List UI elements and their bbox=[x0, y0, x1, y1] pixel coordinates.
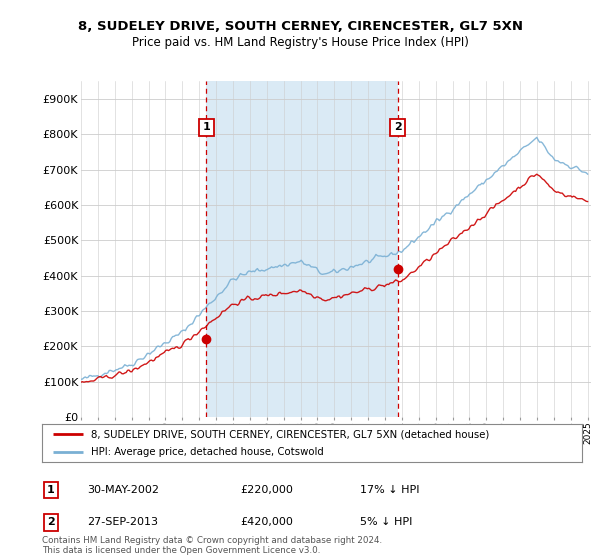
Text: 1: 1 bbox=[47, 485, 55, 495]
Text: Contains HM Land Registry data © Crown copyright and database right 2024.: Contains HM Land Registry data © Crown c… bbox=[42, 536, 382, 545]
Text: 30-MAY-2002: 30-MAY-2002 bbox=[87, 485, 159, 495]
Text: Price paid vs. HM Land Registry's House Price Index (HPI): Price paid vs. HM Land Registry's House … bbox=[131, 36, 469, 49]
Text: £220,000: £220,000 bbox=[240, 485, 293, 495]
Text: 2: 2 bbox=[394, 122, 401, 132]
Text: 27-SEP-2013: 27-SEP-2013 bbox=[87, 517, 158, 528]
Text: 17% ↓ HPI: 17% ↓ HPI bbox=[360, 485, 419, 495]
Text: 8, SUDELEY DRIVE, SOUTH CERNEY, CIRENCESTER, GL7 5XN (detached house): 8, SUDELEY DRIVE, SOUTH CERNEY, CIRENCES… bbox=[91, 429, 489, 439]
Text: 5% ↓ HPI: 5% ↓ HPI bbox=[360, 517, 412, 528]
Text: £420,000: £420,000 bbox=[240, 517, 293, 528]
Text: 8, SUDELEY DRIVE, SOUTH CERNEY, CIRENCESTER, GL7 5XN: 8, SUDELEY DRIVE, SOUTH CERNEY, CIRENCES… bbox=[77, 20, 523, 32]
Text: HPI: Average price, detached house, Cotswold: HPI: Average price, detached house, Cots… bbox=[91, 447, 323, 458]
Text: This data is licensed under the Open Government Licence v3.0.: This data is licensed under the Open Gov… bbox=[42, 546, 320, 555]
Bar bbox=[206, 81, 398, 417]
Text: 2: 2 bbox=[47, 517, 55, 528]
Text: 1: 1 bbox=[202, 122, 210, 132]
